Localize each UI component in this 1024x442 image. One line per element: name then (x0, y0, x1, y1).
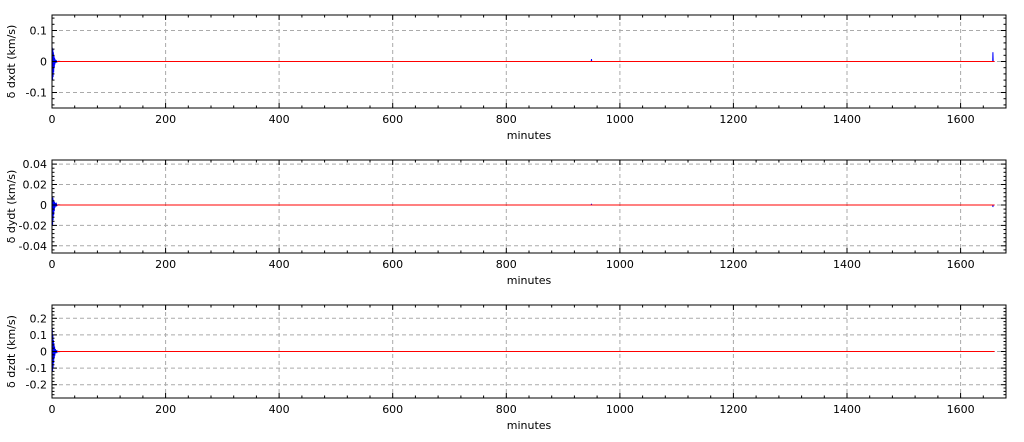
y-tick-label: 0.1 (30, 25, 48, 38)
y-tick-label: -0.02 (19, 219, 47, 232)
subplot-3: 0 200 400 600 800 1000 1200 1400 1600 0.2 0.1 0 -0.1… (5, 304, 1007, 432)
x-tick-label: 200 (155, 258, 176, 271)
series-line-1 (52, 196, 995, 226)
x-tick-label: 800 (496, 113, 517, 126)
x-tick-label: 400 (269, 113, 290, 126)
x-tick-label: 1000 (606, 403, 634, 416)
y-tick-label: 0 (40, 199, 47, 212)
x-axis-label: minutes (507, 419, 552, 432)
y-tick-label: 0.02 (23, 179, 48, 192)
x-tick-label: 1600 (947, 258, 975, 271)
x-tick-label: 1200 (719, 258, 747, 271)
x-tick-label: 1600 (947, 403, 975, 416)
x-tick-label: 800 (496, 403, 517, 416)
x-tick-label: 1400 (833, 258, 861, 271)
y-axis-label: δ dxdt (km/s) (5, 25, 18, 99)
subplot-1: 0 200 400 600 800 1000 1200 1400 16000.10-0.1min… (5, 14, 1007, 142)
x-tick-label: 600 (382, 403, 403, 416)
x-tick-label: 0 (49, 113, 56, 126)
y-tick-label: 0 (40, 346, 47, 359)
series-line-1 (52, 47, 995, 81)
x-axis-label: minutes (507, 129, 552, 142)
x-tick-label: 0 (49, 403, 56, 416)
x-axis-label: minutes (507, 274, 552, 287)
x-tick-label: 1600 (947, 113, 975, 126)
y-tick-label: 0.04 (23, 158, 48, 171)
x-tick-label: 400 (269, 403, 290, 416)
x-tick-label: 600 (382, 113, 403, 126)
subplot-2: 0 200 400 600 800 1000 1200 1400 16000.040.020-0… (5, 158, 1007, 287)
x-tick-label: 200 (155, 403, 176, 416)
y-axis-label: δ dydt (km/s) (5, 170, 18, 244)
y-tick-label: -0.04 (19, 240, 47, 253)
x-tick-label: 0 (49, 258, 56, 271)
y-tick-label: 0.2 (30, 312, 48, 325)
x-tick-label: 800 (496, 258, 517, 271)
x-tick-label: 1000 (606, 113, 634, 126)
x-tick-label: 200 (155, 113, 176, 126)
y-tick-label: -0.1 (26, 362, 47, 375)
x-tick-label: 1200 (719, 403, 747, 416)
x-tick-label: 400 (269, 258, 290, 271)
y-tick-label: -0.2 (26, 379, 47, 392)
y-tick-label: -0.1 (26, 87, 47, 100)
x-tick-label: 1400 (833, 403, 861, 416)
x-tick-label: 1400 (833, 113, 861, 126)
y-axis-label: δ dzdt (km/s) (5, 315, 18, 388)
y-tick-label: 0.1 (30, 329, 48, 342)
plot-frame (51, 159, 1007, 254)
x-tick-label: 600 (382, 258, 403, 271)
x-tick-label: 1000 (606, 258, 634, 271)
x-tick-label: 1200 (719, 113, 747, 126)
y-tick-label: 0 (40, 56, 47, 69)
